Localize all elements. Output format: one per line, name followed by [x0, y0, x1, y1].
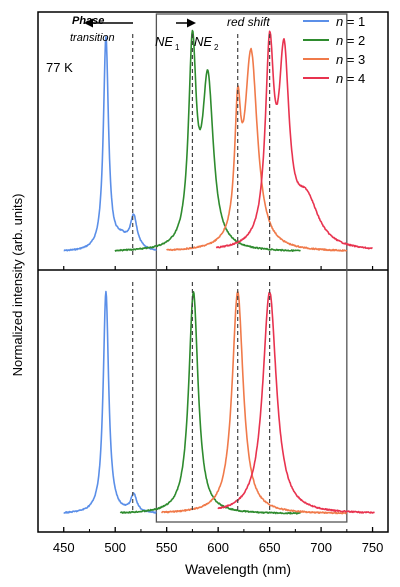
x-tick-label: 600 [207, 540, 229, 555]
series-bottom-n4 [217, 291, 375, 514]
legend-label: n = 3 [336, 52, 365, 67]
series-top-n2 [114, 29, 301, 252]
red-shift-annotation: red shift [176, 15, 270, 29]
x-axis-label: Wavelength (nm) [185, 561, 291, 577]
legend: n = 1 n = 2 n = 3 n = 4 [303, 14, 365, 86]
temperature-label: 77 K [46, 60, 73, 75]
x-tick-label: 550 [156, 540, 178, 555]
phase-transition-annotation: Phase transition [70, 15, 133, 44]
x-tick-label: 650 [259, 540, 281, 555]
x-tick-label: 700 [310, 540, 332, 555]
series-bottom-n1 [63, 290, 157, 514]
series-top-n4 [215, 30, 373, 250]
ne2-subscript: 2 [214, 43, 219, 52]
y-axis-label: Normalized intensity (arb. units) [10, 194, 25, 377]
ne2-main: NE [194, 34, 212, 49]
bottom-panel-spectra [63, 290, 375, 515]
highlight-box [155, 13, 348, 523]
legend-label: n = 4 [336, 71, 365, 86]
ne1-subscript: 1 [175, 43, 180, 52]
axes-frame [37, 11, 389, 533]
x-tick-label: 500 [104, 540, 126, 555]
x-axis: 450 500 550 600 650 700 750 [53, 266, 384, 555]
red-shift-label: red shift [227, 15, 270, 29]
plot-area [37, 11, 389, 533]
series-bottom-n2 [119, 290, 301, 515]
series-top-n3 [166, 47, 348, 252]
legend-label: n = 1 [336, 14, 365, 29]
x-tick-label: 450 [53, 540, 75, 555]
phase-label-line2: transition [70, 32, 115, 44]
top-panel-spectra [63, 29, 373, 252]
series-top-n1 [63, 35, 157, 252]
left-arrow-icon [84, 18, 93, 28]
legend-label: n = 2 [336, 33, 365, 48]
ne2-label: NE 2 [194, 34, 219, 52]
ne1-main: NE [155, 34, 173, 49]
right-arrow-icon [187, 18, 196, 28]
x-tick-label: 750 [362, 540, 384, 555]
ne1-label: NE 1 [155, 34, 180, 52]
series-bottom-n3 [161, 290, 348, 515]
